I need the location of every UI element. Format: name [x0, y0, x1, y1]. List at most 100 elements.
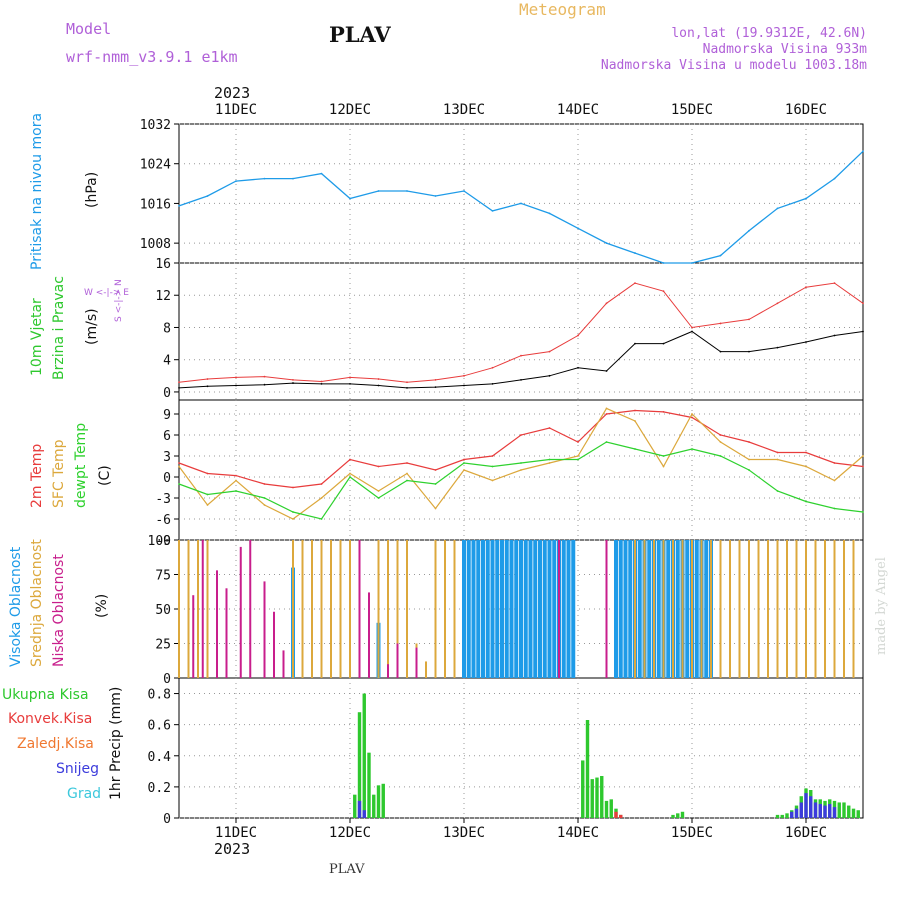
cloud-bar — [406, 540, 408, 678]
x-tick-label: 16DEC — [785, 102, 827, 118]
y-tick-label: 0.8 — [148, 688, 171, 703]
precip-bar — [609, 799, 613, 818]
gust-line-point — [235, 376, 237, 379]
sfc-temp-line-point — [377, 490, 380, 492]
cloud-bar — [738, 540, 741, 678]
cloud-bar — [681, 540, 684, 678]
gust-line-point — [805, 286, 807, 289]
legend-hail: Grad — [67, 786, 102, 802]
y-tick-label: -3 — [155, 492, 171, 507]
wind-speed-line-point — [263, 383, 266, 386]
cloud-bar — [339, 540, 342, 678]
cloud-bar — [249, 540, 252, 678]
wind-speed-line-point — [320, 382, 323, 385]
pressure-line-point — [634, 252, 636, 254]
sfc-temp-line-point — [833, 479, 836, 482]
sfc-temp-line-point — [263, 504, 266, 506]
precip-bar — [847, 805, 851, 818]
precip-bar — [775, 814, 780, 818]
cloud-bar — [538, 540, 542, 678]
y-tick-label: 1008 — [140, 237, 171, 252]
temp-2m-line-point — [292, 486, 294, 489]
precip-bar — [671, 814, 675, 818]
temp-2m-line-point — [235, 474, 237, 477]
cloud-bar — [434, 540, 437, 678]
cloud-bar — [542, 540, 547, 678]
cloud-bar — [500, 540, 504, 678]
precip-bar — [381, 783, 385, 818]
precip-bar — [372, 794, 376, 818]
cloud-bar — [216, 570, 218, 678]
sfc-temp-line-point — [320, 497, 323, 499]
sfc-temp-line-point — [434, 507, 437, 510]
cloud-bar — [476, 540, 481, 678]
cloud-bar — [729, 540, 731, 678]
cloud-bar — [710, 540, 712, 678]
precip-bar — [604, 800, 609, 818]
y-tick-label: 9 — [163, 408, 171, 423]
temp-2m-line-point — [805, 451, 807, 454]
cloud-bar — [495, 540, 500, 678]
cloud-bar — [571, 540, 576, 678]
sfc-temp-line-point — [862, 455, 864, 457]
wind-speed-line-point — [748, 350, 750, 353]
gust-line-point — [548, 350, 551, 353]
dewpt-line-point — [235, 490, 237, 492]
y-tick-label: 4 — [163, 354, 171, 369]
cloud-bar — [757, 540, 760, 678]
sfc-temp-line-point — [605, 407, 608, 410]
pressure-line-point — [748, 229, 750, 232]
gust-line-point — [406, 381, 408, 384]
sfc-temp-line-point — [691, 413, 693, 415]
dewpt-line-point — [548, 458, 551, 461]
gust-line-point — [320, 380, 323, 383]
dewpt-line-point — [463, 462, 465, 464]
y-tick-label: 3 — [163, 450, 171, 465]
temp-2m-line-point — [634, 409, 636, 412]
gust-line — [178, 282, 864, 383]
gust-line-point — [605, 302, 608, 305]
pressure-line-point — [263, 177, 266, 180]
wind-speed-line-point — [605, 370, 608, 372]
model-name: wrf-nmm_v3.9.1 e1km — [66, 48, 238, 66]
sfc-temp-line-point — [463, 469, 465, 471]
cloud-bar — [471, 540, 476, 678]
precip-bar — [367, 752, 371, 818]
cloud-bar — [767, 540, 769, 678]
pressure-line-point — [520, 202, 522, 205]
cloud-bar — [396, 643, 399, 678]
sfc-temp-line-point — [292, 518, 294, 520]
dewpt-line-point — [691, 448, 693, 450]
temp-2m-line-point — [434, 469, 437, 471]
cloud-bar — [528, 540, 533, 678]
cloud-bar — [396, 540, 399, 678]
cloud-bar — [514, 540, 519, 678]
cloud-bar — [814, 540, 817, 678]
cloud-bar — [192, 595, 195, 678]
temp-2m-line-point — [520, 434, 522, 436]
y-tick-label: 0 — [163, 812, 171, 827]
precip-bar — [794, 808, 799, 818]
legend-snow: Snijeg — [56, 761, 100, 777]
wind-compass-we: W <-|-> E — [84, 288, 129, 298]
precip-bar — [595, 777, 599, 818]
cloud-bar — [566, 540, 571, 678]
precip-bar — [813, 802, 818, 818]
cloud-bar — [425, 661, 427, 678]
cloud-bar — [387, 664, 389, 678]
station-title: PLAV — [329, 22, 391, 47]
temp-2m-line-point — [548, 427, 551, 429]
year-top: 2023 — [214, 84, 251, 102]
precip-bar — [614, 811, 618, 818]
pressure-line-point — [805, 197, 807, 200]
gust-line-point — [178, 381, 180, 384]
wind-speed-line-point — [577, 366, 579, 369]
cloud-bar — [273, 611, 275, 678]
pressure-line-point — [206, 195, 209, 197]
cloud-bar — [444, 540, 446, 678]
precip-bar — [851, 808, 856, 818]
cloud-bar — [656, 540, 661, 678]
legend-total-rain: Ukupna Kisa — [2, 687, 89, 703]
panel-frame — [178, 677, 864, 819]
